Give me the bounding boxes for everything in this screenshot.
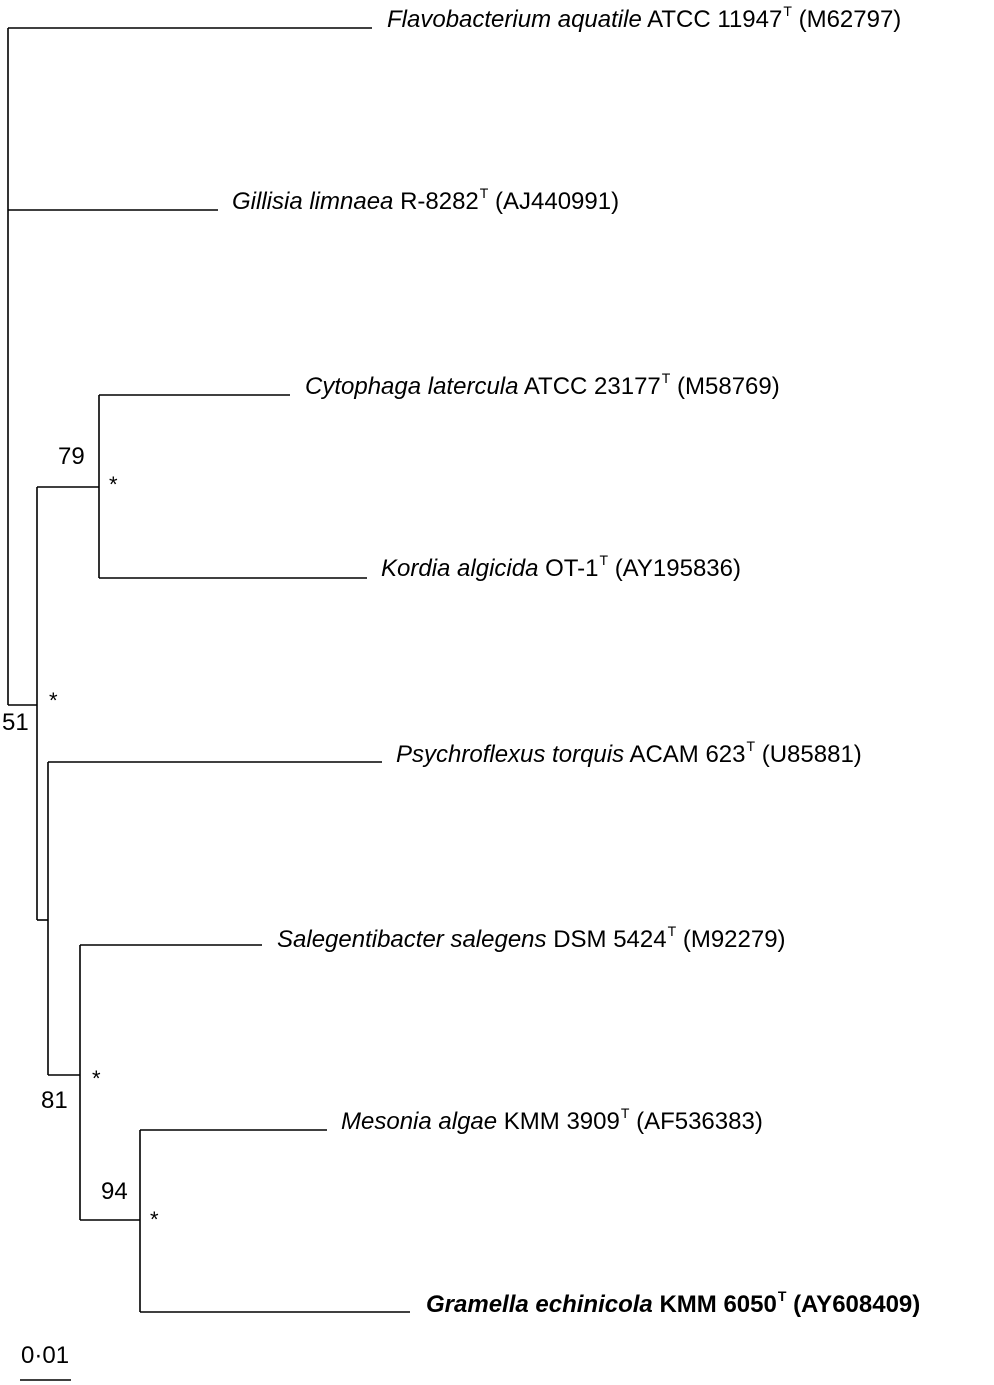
- taxon-strain: OT-1: [545, 555, 599, 582]
- node-marker: *: [92, 1066, 101, 1091]
- bootstrap-value-81: 81: [41, 1087, 68, 1114]
- type-strain-mark: T: [479, 185, 489, 201]
- taxon-accession: (M58769): [677, 373, 780, 400]
- type-strain-mark: T: [599, 552, 609, 568]
- taxon-species: Mesonia algae: [341, 1108, 498, 1135]
- bootstrap-value-51: 51: [2, 709, 29, 736]
- taxon-species: Gillisia limnaea: [232, 188, 394, 215]
- bootstrap-value-94: 94: [101, 1178, 128, 1205]
- type-strain-mark: T: [661, 370, 671, 386]
- taxon-label-salegentibacter: Salegentibacter salegens DSM 5424T (M922…: [277, 923, 786, 956]
- taxon-label-flavobacterium: Flavobacterium aquatile ATCC 11947T (M62…: [387, 3, 902, 36]
- type-strain-mark: T: [620, 1105, 630, 1121]
- taxon-label-mesonia: Mesonia algae KMM 3909T (AF536383): [341, 1105, 763, 1138]
- taxon-strain: DSM 5424: [553, 926, 667, 953]
- taxon-label-cytophaga: Cytophaga latercula ATCC 23177T (M58769): [305, 370, 780, 403]
- taxon-label-gramella: Gramella echinicola KMM 6050T (AY608409): [426, 1288, 921, 1321]
- scale-bar-label: 0·01: [21, 1342, 70, 1369]
- taxon-accession: (M62797): [798, 6, 902, 33]
- node-marker: *: [49, 688, 58, 713]
- taxon-accession: (M92279): [682, 926, 786, 953]
- taxon-species: Gramella echinicola: [426, 1291, 653, 1318]
- taxon-accession: (AY608409): [793, 1291, 921, 1318]
- taxon-label-kordia: Kordia algicida OT-1T (AY195836): [381, 552, 741, 585]
- taxon-accession: (AJ440991): [495, 188, 620, 215]
- taxon-species: Cytophaga latercula: [305, 373, 519, 400]
- bootstrap-value-79: 79: [58, 443, 85, 470]
- taxon-strain: R-8282: [400, 188, 479, 215]
- taxon-species: Flavobacterium aquatile: [387, 6, 642, 33]
- taxon-species: Psychroflexus torquis: [396, 741, 625, 768]
- taxon-strain: ATCC 11947: [647, 6, 783, 33]
- taxon-strain: KMM 3909: [503, 1108, 620, 1135]
- taxon-accession: (AY195836): [614, 555, 741, 582]
- taxon-strain: ATCC 23177: [523, 373, 661, 400]
- taxon-label-psychroflexus: Psychroflexus torquis ACAM 623T (U85881): [396, 738, 862, 771]
- taxon-label-gillisia: Gillisia limnaea R-8282T (AJ440991): [232, 185, 620, 218]
- type-strain-mark: T: [777, 1288, 787, 1304]
- taxon-accession: (U85881): [761, 741, 862, 768]
- taxon-accession: (AF536383): [636, 1108, 763, 1135]
- type-strain-mark: T: [667, 923, 677, 939]
- taxon-species: Salegentibacter salegens: [277, 926, 547, 953]
- type-strain-mark: T: [746, 738, 756, 754]
- node-marker: *: [109, 472, 118, 497]
- node-marker: *: [150, 1207, 159, 1232]
- taxon-strain: ACAM 623: [629, 741, 746, 768]
- type-strain-mark: T: [783, 3, 792, 19]
- taxon-species: Kordia algicida: [381, 555, 539, 582]
- taxon-strain: KMM 6050: [659, 1291, 777, 1318]
